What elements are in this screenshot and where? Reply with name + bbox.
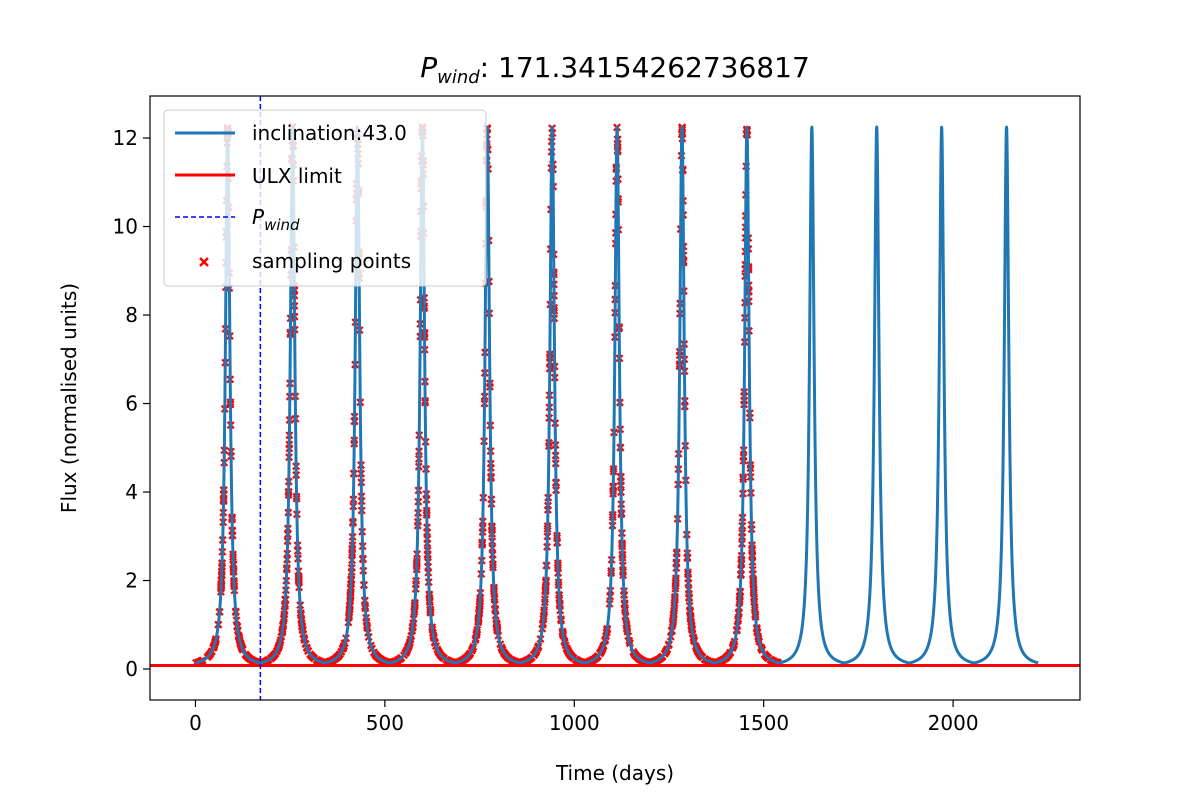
legend-swatch-samples xyxy=(199,257,209,267)
y-axis: 0 2 4 6 8 10 12 xyxy=(113,126,150,681)
y-tick-label: 0 xyxy=(125,657,138,681)
title-subscript: wind xyxy=(437,67,480,88)
title-symbol: P xyxy=(420,51,437,84)
y-tick-label: 6 xyxy=(125,392,138,416)
legend: inclination:43.0 ULX limit Pwind samplin… xyxy=(163,109,487,287)
curve-layer xyxy=(194,125,1040,665)
x-tick-label: 2000 xyxy=(928,711,979,735)
y-tick-label: 12 xyxy=(113,126,138,150)
x-tick-label: 500 xyxy=(366,711,404,735)
chart-title: Pwind: 171.34154262736817 xyxy=(420,51,810,88)
x-tick-label: 1500 xyxy=(738,711,789,735)
legend-label-curve: inclination:43.0 xyxy=(252,121,407,145)
x-axis: 0 500 1000 1500 2000 xyxy=(189,700,979,735)
y-tick-label: 4 xyxy=(125,480,138,504)
legend-pwind-subscript: wind xyxy=(264,216,300,234)
legend-box xyxy=(163,109,487,287)
y-tick-label: 8 xyxy=(125,303,138,327)
x-axis-label: Time (days) xyxy=(555,761,674,785)
legend-label-samples: sampling points xyxy=(252,249,411,273)
x-tick-label: 0 xyxy=(189,711,202,735)
y-tick-label: 10 xyxy=(113,215,138,239)
legend-label-pwind: Pwind xyxy=(252,205,300,234)
y-axis-label: Flux (normalised units) xyxy=(57,283,81,513)
legend-label-ulx: ULX limit xyxy=(252,164,342,188)
title-value: : 171.34154262736817 xyxy=(480,51,810,84)
y-tick-label: 2 xyxy=(125,569,138,593)
flux-curve xyxy=(194,125,1040,665)
plot-frame xyxy=(149,95,1081,701)
x-tick-label: 1000 xyxy=(549,711,600,735)
legend-pwind-symbol: P xyxy=(252,205,265,229)
